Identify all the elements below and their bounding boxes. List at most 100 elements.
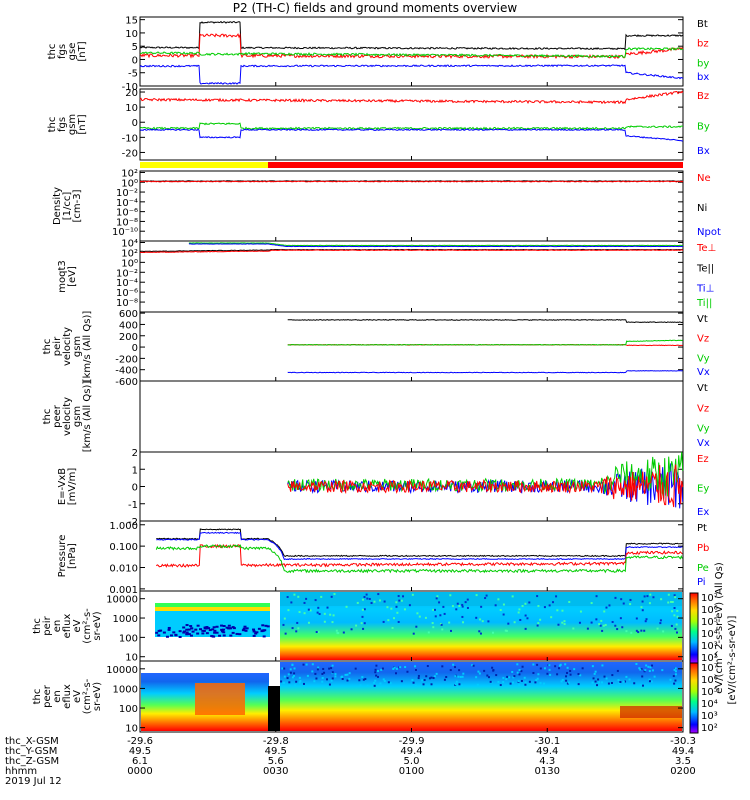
y-axis-label: [1/cc] — [62, 192, 73, 221]
y-axis-label: sr-eV) — [92, 682, 103, 711]
spectrogram-cell — [257, 627, 261, 630]
spectrogram-cell — [517, 680, 520, 683]
spectrogram-cell — [511, 595, 514, 598]
spectrogram-cell — [591, 665, 594, 668]
spectrogram-cell — [341, 677, 344, 680]
spectrogram-cell — [365, 593, 368, 596]
y-axis-label: thc — [32, 689, 43, 705]
spectrogram-cell — [157, 634, 161, 637]
spectrogram-cell — [461, 603, 464, 606]
spectrogram-cell — [320, 595, 323, 598]
spectrogram-cell — [649, 666, 652, 669]
spectrogram-cell — [155, 603, 270, 607]
spectrogram-cell — [590, 621, 593, 624]
panel-temperature: moqt3 [eV] Te⊥ Te|| Ti⊥ Ti|| 10⁴10²10⁰10⁻²10⁻⁴… — [57, 238, 716, 313]
spectrogram-cell — [205, 626, 209, 629]
y-tick-label: 20 — [125, 88, 138, 99]
spectrogram-cell — [205, 632, 209, 635]
y-tick-label: 10⁻⁸ — [116, 298, 138, 309]
spectrogram-cell — [674, 667, 677, 670]
spectrogram-cell — [675, 631, 678, 634]
spectrogram-cell — [452, 663, 455, 666]
spectrogram-cell — [155, 607, 270, 611]
legend-entry: Vx — [697, 438, 710, 449]
spectrogram-cell — [674, 627, 677, 630]
spectrogram-cell — [374, 679, 377, 682]
spectrogram-cell — [532, 671, 535, 674]
spectrogram-cell — [475, 616, 478, 619]
spectrogram-cell — [395, 672, 398, 675]
mode-bar-slow — [140, 162, 268, 168]
date-label: 2019 Jul 12 — [5, 776, 62, 787]
y-axis-label: en — [52, 690, 63, 703]
spectrogram-cell — [427, 631, 430, 634]
spectrogram-cell — [252, 628, 256, 631]
spectrogram-cell — [326, 678, 329, 681]
spectrogram-cell — [344, 673, 347, 676]
spectrogram-cell — [560, 680, 563, 683]
spectrogram-cell — [418, 615, 421, 618]
spectrogram-cell — [400, 680, 403, 683]
spectrogram-cell — [329, 613, 332, 616]
y-axis-label: gsm — [67, 114, 78, 135]
spectrogram-cell — [518, 608, 521, 611]
spectrogram-cell — [520, 670, 523, 673]
spectrogram-cell — [617, 679, 620, 682]
spectrogram-cell — [441, 665, 444, 668]
spectrogram-cell — [614, 624, 617, 627]
spectrogram-cell — [395, 601, 398, 604]
spectrogram-cell — [232, 627, 236, 630]
y-tick-label: 0 — [132, 55, 138, 66]
spectrogram-cell — [317, 666, 320, 669]
x-tick-label: 3.5 — [675, 756, 691, 767]
y-tick-label: 10000 — [106, 595, 138, 606]
spectrogram-cell — [561, 621, 564, 624]
spectrogram-cell — [628, 678, 631, 681]
legend-entry: bz — [697, 39, 709, 50]
spectrogram-cell — [603, 610, 606, 613]
y-axis-label: Density — [52, 187, 63, 225]
spectrogram-cell — [288, 684, 291, 687]
spectrogram-cell — [507, 622, 510, 625]
y-tick-label: 10⁰ — [121, 258, 138, 269]
spectrogram-cell — [363, 608, 366, 611]
y-tick-label: 5 — [132, 42, 138, 53]
spectrogram-cell — [567, 681, 570, 684]
spectrogram-cell — [196, 624, 200, 627]
y-tick-label: 200 — [119, 332, 138, 343]
spectrogram-cell — [311, 663, 314, 666]
y-tick-label: 10⁻⁶ — [116, 208, 138, 219]
spectrogram-cell — [412, 681, 415, 684]
spectrogram-cell — [187, 628, 191, 631]
spectrogram-cell — [598, 681, 601, 684]
spectrogram-cell — [386, 606, 389, 609]
spectrogram-cell — [557, 623, 560, 626]
spectrogram-cell — [264, 624, 268, 627]
y-axis-label: eV — [72, 690, 83, 703]
spectrogram-cell — [380, 668, 383, 671]
spectrogram-cell — [605, 677, 608, 680]
spectrogram-cell — [497, 598, 500, 601]
spectrogram-cell — [383, 600, 386, 603]
spectrogram-cell — [517, 611, 520, 614]
spectrogram-cell — [317, 606, 320, 609]
spectrogram-cell — [321, 680, 324, 683]
spectrogram-cell — [489, 680, 492, 683]
spectrogram-cell — [459, 675, 462, 678]
spectrogram-cell — [595, 618, 598, 621]
spectrogram-cell — [297, 595, 300, 598]
spectrogram-cell — [368, 597, 371, 600]
spectrogram-cell — [299, 680, 302, 683]
spectrogram-cell — [674, 679, 677, 682]
spectrogram-cell — [383, 680, 386, 683]
colorbar-tick-label: 10⁶ — [701, 675, 718, 686]
y-axis-label: (cm²-s- — [82, 678, 93, 714]
y-tick-label: 10 — [125, 653, 138, 664]
spectrogram-cell — [564, 663, 567, 666]
y-axis-label: gse — [67, 43, 78, 61]
spectrogram-cell — [355, 624, 358, 627]
spectrogram-cell — [629, 598, 632, 601]
spectrogram-cell — [425, 675, 428, 678]
y-tick-label: -2 — [128, 517, 138, 528]
y-tick-label: 10 — [125, 103, 138, 114]
